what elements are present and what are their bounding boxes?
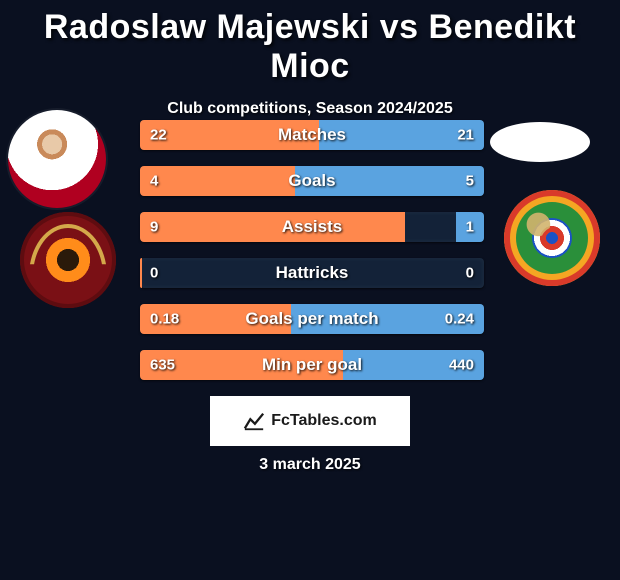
stat-value-left: 9 [150, 219, 158, 236]
stat-value-right: 440 [449, 357, 474, 374]
club-left-badge [20, 212, 116, 308]
stat-row: Assists9 1 [140, 212, 484, 242]
player-right-avatar [490, 122, 590, 162]
stat-row: Hattricks0 0 [140, 258, 484, 288]
stat-value-left: 635 [150, 357, 175, 374]
club-right-badge [504, 190, 600, 286]
stat-row: Min per goal635 440 [140, 350, 484, 380]
stat-value-right: 1 [466, 219, 474, 236]
stat-row: Matches22 21 [140, 120, 484, 150]
stats-bars: Matches22 21 Goals4 5 Assists9 1 Hattricks0 0 Go… [140, 120, 484, 396]
stat-value-left: 4 [150, 173, 158, 190]
stat-label: Goals [140, 171, 484, 191]
stat-label: Goals per match [140, 309, 484, 329]
stat-row: Goals per match0.18 0.24 [140, 304, 484, 334]
stat-label: Min per goal [140, 355, 484, 375]
stat-value-left: 0 [150, 265, 158, 282]
date-text: 3 march 2025 [0, 456, 620, 474]
stat-value-right: 21 [457, 127, 474, 144]
player-left-avatar [8, 110, 106, 208]
stat-label: Hattricks [140, 263, 484, 283]
stat-value-right: 0.24 [445, 311, 474, 328]
stat-value-right: 5 [466, 173, 474, 190]
brand-text: FcTables.com [271, 412, 377, 430]
stat-label: Assists [140, 217, 484, 237]
brand-chart-icon [243, 410, 265, 432]
subtitle: Club competitions, Season 2024/2025 [0, 86, 620, 118]
stat-value-right: 0 [466, 265, 474, 282]
stat-label: Matches [140, 125, 484, 145]
page-title: Radoslaw Majewski vs Benedikt Mioc [0, 0, 620, 86]
stat-row: Goals4 5 [140, 166, 484, 196]
stat-value-left: 22 [150, 127, 167, 144]
brand-box: FcTables.com [210, 396, 410, 446]
stat-value-left: 0.18 [150, 311, 179, 328]
